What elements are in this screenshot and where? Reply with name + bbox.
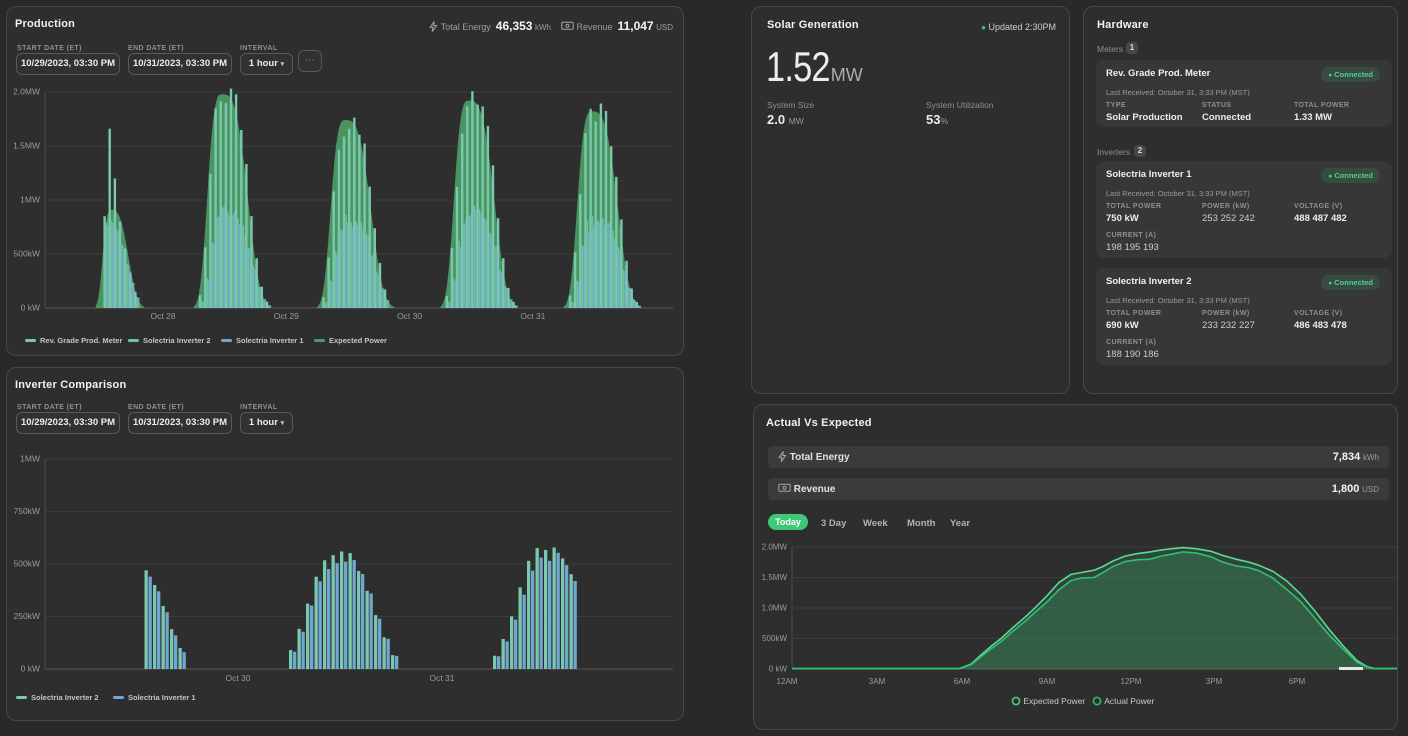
svg-text:0 kW: 0 kW bbox=[21, 303, 40, 313]
svg-text:Oct 31: Oct 31 bbox=[520, 311, 545, 321]
svg-text:1.0MW: 1.0MW bbox=[762, 604, 788, 613]
svg-text:750kW: 750kW bbox=[14, 506, 40, 516]
svg-text:12PM: 12PM bbox=[1121, 677, 1142, 686]
svg-text:Oct 29: Oct 29 bbox=[274, 311, 299, 321]
svg-text:0 kW: 0 kW bbox=[769, 665, 788, 674]
svg-text:2.0MW: 2.0MW bbox=[762, 543, 788, 552]
svg-text:Oct 30: Oct 30 bbox=[225, 673, 250, 683]
svg-text:9AM: 9AM bbox=[1039, 677, 1056, 686]
svg-text:500kW: 500kW bbox=[14, 249, 40, 259]
svg-text:0 kW: 0 kW bbox=[21, 664, 40, 674]
svg-text:1.5MW: 1.5MW bbox=[13, 141, 40, 151]
svg-text:6AM: 6AM bbox=[954, 677, 971, 686]
svg-text:Oct 30: Oct 30 bbox=[397, 311, 422, 321]
svg-text:2.0MW: 2.0MW bbox=[13, 87, 40, 97]
svg-text:6PM: 6PM bbox=[1289, 677, 1306, 686]
svg-text:Oct 28: Oct 28 bbox=[150, 311, 175, 321]
svg-text:250kW: 250kW bbox=[14, 611, 40, 621]
svg-text:1MW: 1MW bbox=[20, 195, 40, 205]
svg-text:3PM: 3PM bbox=[1206, 677, 1223, 686]
svg-text:500kW: 500kW bbox=[14, 559, 40, 569]
svg-text:12AM: 12AM bbox=[777, 677, 798, 686]
svg-text:Oct 31: Oct 31 bbox=[429, 673, 454, 683]
svg-text:3AM: 3AM bbox=[869, 677, 886, 686]
svg-text:1.5MW: 1.5MW bbox=[762, 573, 788, 582]
svg-text:1MW: 1MW bbox=[20, 454, 40, 464]
svg-text:500kW: 500kW bbox=[762, 634, 787, 643]
